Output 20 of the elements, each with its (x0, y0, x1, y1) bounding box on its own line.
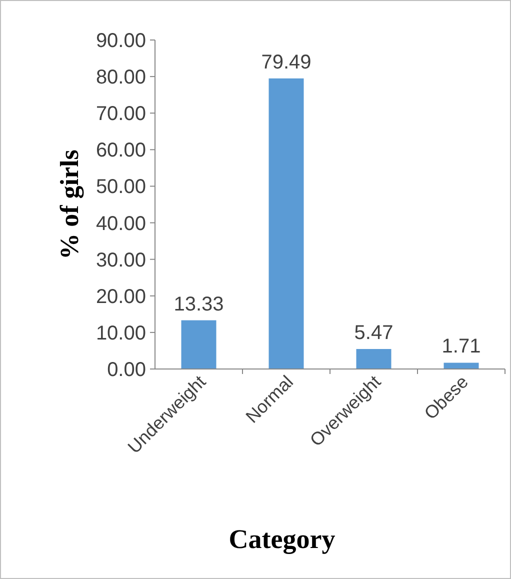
data-label: 13.33 (174, 293, 224, 316)
y-tick-label: 10.00 (96, 322, 146, 344)
y-tick-label: 30.00 (96, 249, 146, 272)
x-axis-title: Category (228, 524, 336, 554)
bar (268, 78, 304, 369)
y-tick-label: 40.00 (96, 212, 146, 235)
y-axis-title: % of girls (55, 150, 84, 260)
bar (444, 362, 479, 369)
bar (181, 320, 216, 369)
y-tick-label: 90.00 (96, 30, 146, 52)
y-tick-label: 80.00 (96, 66, 146, 89)
data-label: 5.47 (354, 322, 394, 344)
y-tick-label: 60.00 (96, 140, 146, 162)
y-tick-label: 50.00 (96, 176, 146, 198)
y-tick-label: 20.00 (96, 286, 146, 308)
y-tick-label: 0.00 (107, 359, 146, 381)
data-label: 1.71 (442, 336, 481, 358)
data-label: 79.49 (261, 51, 312, 74)
y-tick-label: 70.00 (96, 103, 146, 126)
bar (356, 349, 392, 369)
